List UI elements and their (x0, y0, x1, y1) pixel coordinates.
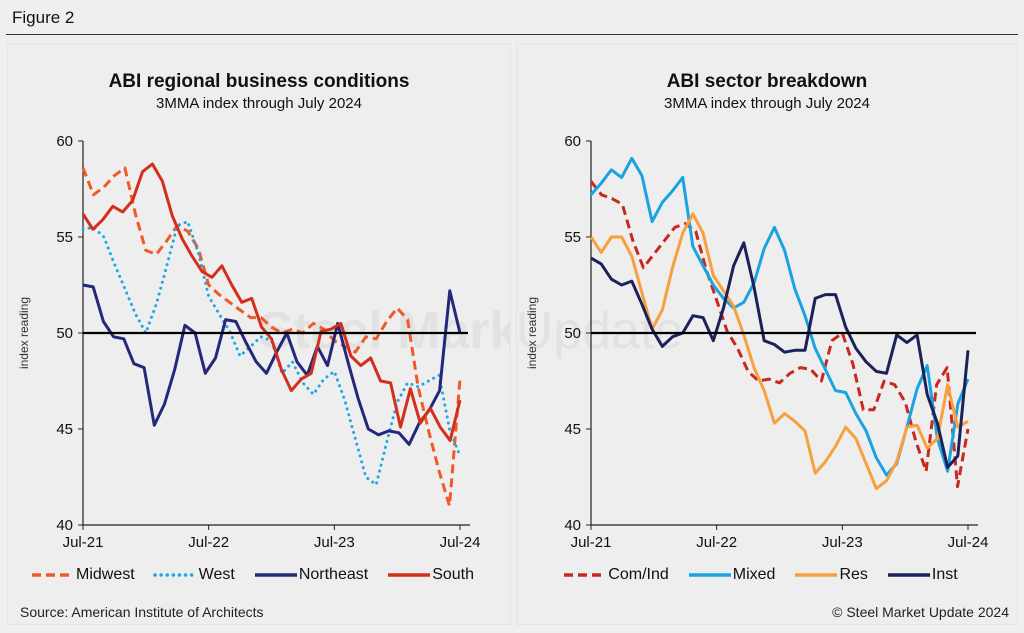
legend-item: Northeast (253, 566, 382, 584)
legend-item: Inst (886, 566, 972, 584)
x-tick-label: Jul-24 (948, 534, 989, 551)
y-tick-label: 40 (56, 517, 73, 534)
y-tick-label: 60 (56, 133, 73, 150)
legend-swatch (795, 573, 838, 577)
sector-chart-plot: Update 40 45 50 55 60 index reading Jul-21 Jul-2… (517, 133, 989, 551)
sector-chart-panel: ABI sector breakdown 3MMA index through … (516, 43, 1018, 625)
watermark: Steel Market (258, 302, 510, 360)
legend-label: West (198, 566, 235, 583)
y-tick-label: 50 (56, 325, 73, 342)
y-tick-label: 50 (564, 325, 581, 342)
x-tick-label: Jul-21 (571, 534, 612, 551)
legend-item: South (386, 566, 488, 584)
y-tick-label: 45 (564, 421, 581, 438)
x-tick-label: Jul-23 (314, 534, 355, 551)
source-note: Source: American Institute of Architects (20, 604, 264, 620)
legend-label: Northeast (298, 566, 369, 583)
legend-swatch (254, 573, 297, 577)
legend-label: Inst (931, 566, 958, 583)
x-tick-label: Jul-24 (440, 534, 481, 551)
x-tick-label: Jul-21 (63, 534, 104, 551)
y-tick-label: 60 (564, 133, 581, 150)
x-tick-label: Jul-22 (696, 534, 737, 551)
series-line-res (589, 212, 969, 490)
chart-title: ABI sector breakdown (666, 71, 868, 92)
legend-swatch (688, 573, 731, 577)
y-tick-label: 45 (56, 421, 73, 438)
legend-label: Mixed (732, 566, 776, 583)
regional-chart-plot: Steel Market 40 45 50 55 60 index reading Jul-2… (17, 133, 510, 551)
legend-label: Com/Ind (608, 566, 669, 583)
legend-swatch (152, 573, 199, 577)
x-tick-label: Jul-23 (822, 534, 863, 551)
y-tick-label: 55 (56, 229, 73, 246)
y-axis-label: index reading (17, 297, 31, 369)
chart-title: ABI regional business conditions (108, 71, 410, 92)
legend-item: Mixed (687, 566, 790, 584)
y-tick-label: 55 (564, 229, 581, 246)
y-tick-label: 40 (564, 517, 581, 534)
chart-subtitle: 3MMA index through July 2024 (156, 95, 362, 112)
legend-label: South (432, 566, 475, 583)
figure-title: Figure 2 (12, 8, 75, 27)
legend-swatch (564, 573, 607, 577)
series-line-northeast (82, 283, 462, 446)
series-line-com-ind (589, 180, 970, 489)
legend-item: Res (793, 566, 881, 584)
legend-swatch (31, 573, 74, 577)
legend-item: Midwest (30, 566, 149, 584)
series-line-south (81, 162, 462, 442)
x-tick-label: Jul-22 (188, 534, 229, 551)
y-axis-label: index reading (525, 297, 539, 369)
series-line-midwest (81, 166, 462, 508)
regional-chart-panel: ABI regional business conditions 3MMA in… (7, 43, 511, 625)
legend-item: Com/Ind (562, 566, 682, 584)
legend-label: Midwest (75, 566, 135, 583)
chart-subtitle: 3MMA index through July 2024 (664, 95, 870, 112)
regional-chart-legend: Midwest West Northeast South (8, 566, 510, 584)
watermark: Update (517, 302, 683, 360)
legend-swatch (388, 573, 431, 577)
legend-item: West (152, 566, 249, 584)
figure-title-rule (6, 34, 1018, 35)
copyright-note: © Steel Market Update 2024 (832, 604, 1009, 620)
legend-swatch (887, 573, 930, 577)
legend-label: Res (839, 566, 868, 583)
sector-chart-legend: Com/Ind Mixed Res Inst (517, 566, 1017, 584)
